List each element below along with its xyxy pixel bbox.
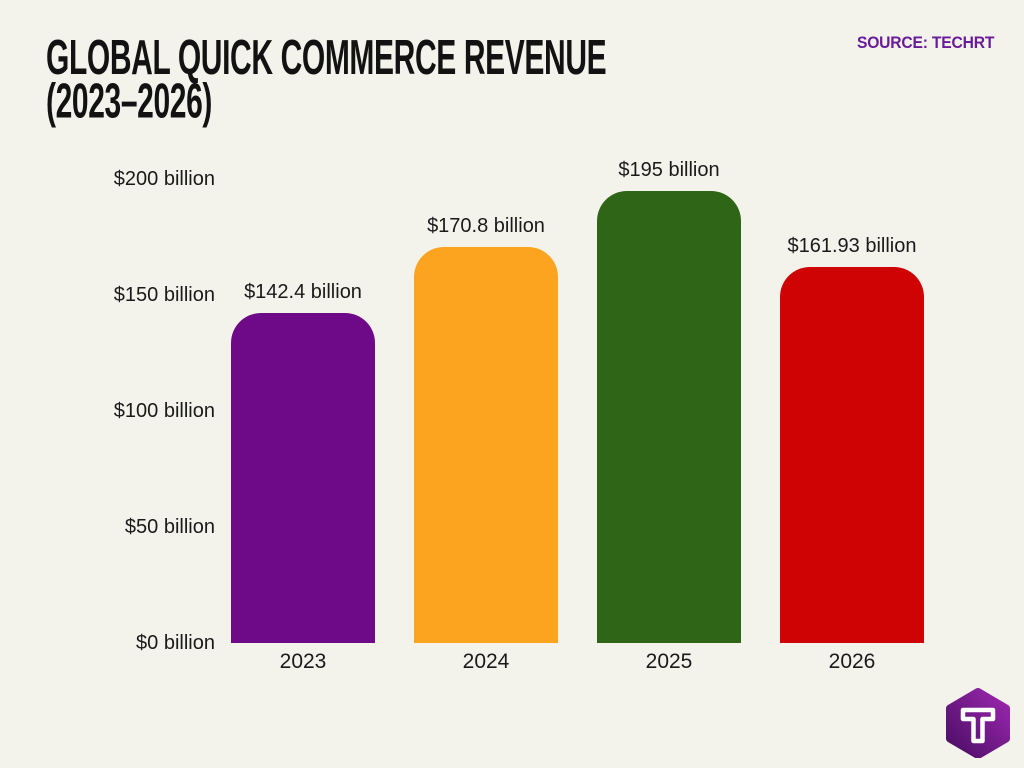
x-axis-label-2024: 2024 (462, 650, 510, 673)
page-title: GLOBAL QUICK COMMERCE REVENUE (2023–2026… (46, 31, 607, 129)
y-axis-tick-50: $50 billion (124, 516, 215, 538)
hexagon-icon (946, 688, 1010, 758)
bar-2026 (780, 267, 924, 643)
page-title-line2: (2023–2026) (46, 75, 213, 129)
techrt-logo (946, 688, 1010, 758)
bar-2025 (597, 190, 741, 643)
source-label: SOURCE: TECHRT (856, 33, 995, 52)
y-axis-tick-200: $200 billion (113, 168, 215, 190)
bar-value-label-2026: $161.93 billion (787, 235, 917, 258)
page-title-line1: GLOBAL QUICK COMMERCE REVENUE (46, 31, 607, 85)
bar-value-label-2025: $195 billion (618, 158, 720, 181)
bar-value-label-2023: $142.4 billion (244, 280, 362, 303)
x-axis-label-2026: 2026 (828, 650, 876, 673)
bar-2024 (414, 246, 558, 643)
bar-value-label-2024: $170.8 billion (427, 214, 545, 237)
x-axis-label-2023: 2023 (279, 650, 327, 673)
bar-2023 (231, 312, 375, 643)
x-axis-label-2025: 2025 (645, 650, 693, 673)
logo-letter-t-icon (960, 707, 996, 744)
y-axis-tick-150: $150 billion (113, 284, 215, 306)
y-axis-tick-100: $100 billion (113, 400, 215, 422)
y-axis-tick-0: $0 billion (136, 632, 215, 654)
